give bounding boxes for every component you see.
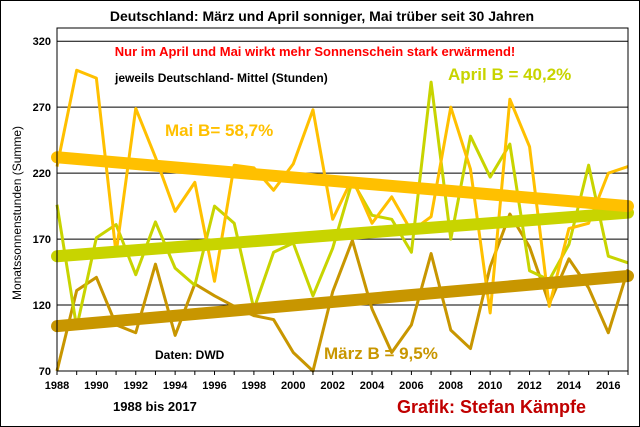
trend-line-april (51, 206, 634, 263)
trend-line-maerz (51, 270, 634, 333)
chart-title: Deutschland: März und April sonniger, Ma… (110, 8, 534, 24)
x-tick-label: 2016 (596, 380, 620, 392)
y-tick-label: 170 (33, 234, 51, 246)
source-annotation: Daten: DWD (155, 348, 225, 362)
series-label-mai: Mai B= 58,7% (165, 121, 273, 140)
x-tick-label: 2006 (399, 380, 423, 392)
trend-line-mai (51, 151, 634, 213)
series-label-april: April B = 40,2% (448, 65, 571, 84)
series-lines (55, 68, 630, 373)
y-tick-label: 320 (33, 36, 51, 48)
y-tick-label: 70 (39, 366, 51, 378)
series-line-maerz (55, 212, 630, 373)
y-axis-label: Monatssonnenstunden (Summe) (10, 126, 24, 300)
x-tick-label: 2010 (478, 380, 502, 392)
y-tick-labels: 70 120 170 220 270 320 (33, 36, 51, 378)
series-line-mai (55, 68, 629, 315)
x-tick-label: 2004 (360, 380, 385, 392)
subtitle-annotation: jeweils Deutschland- Mittel (Stunden) (114, 71, 328, 85)
x-tick-label: 2000 (281, 380, 305, 392)
credit-annotation: Grafik: Stefan Kämpfe (397, 397, 586, 417)
x-tick-label: 2012 (517, 380, 541, 392)
x-tick-label: 1990 (84, 380, 108, 392)
x-tick-label: 1992 (124, 380, 148, 392)
x-tick-label: 1996 (202, 380, 226, 392)
x-tick-label: 2002 (320, 380, 344, 392)
x-tick-label: 1988 (45, 380, 69, 392)
x-tick-labels: 1988 1990 1992 1994 1996 1998 2000 2002 2004 2006… (45, 371, 629, 392)
series-label-maerz: März B = 9,5% (324, 344, 438, 363)
plot-area-border (56, 27, 629, 372)
series-line-april (55, 80, 629, 329)
y-tick-label: 220 (33, 168, 51, 180)
trend-lines (51, 151, 634, 333)
y-tick-label: 270 (33, 102, 51, 114)
x-tick-label: 1998 (242, 380, 266, 392)
period-annotation: 1988 bis 2017 (113, 399, 197, 414)
y-tick-label: 120 (33, 300, 51, 312)
x-tick-label: 2008 (439, 380, 463, 392)
x-tick-label: 1994 (163, 380, 188, 392)
x-tick-label: 2014 (557, 380, 582, 392)
headline-annotation: Nur im April und Mai wirkt mehr Sonnensc… (115, 44, 515, 59)
